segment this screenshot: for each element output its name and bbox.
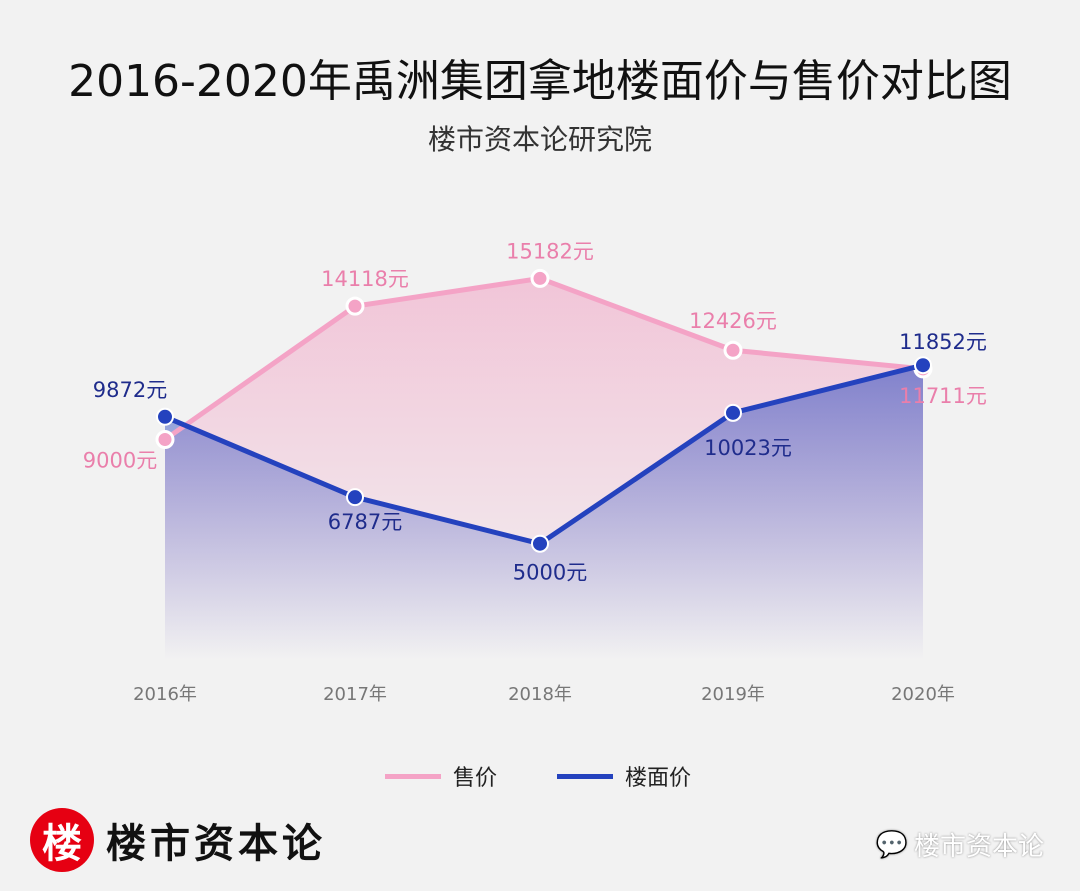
legend-swatch-sale	[385, 773, 441, 779]
point-1-4	[914, 356, 932, 375]
data-label-0-2: 15182元	[506, 239, 594, 263]
legend-item-sale[interactable]: 售价	[385, 760, 497, 792]
x-tick-label-1: 2017年	[323, 684, 387, 705]
data-label-0-1: 14118元	[321, 267, 409, 291]
point-0-3	[723, 340, 743, 360]
data-label-1-0: 9872元	[93, 378, 167, 402]
watermark: 💬 楼市资本论	[876, 826, 1044, 863]
data-label-0-0: 9000元	[83, 449, 157, 473]
area-1	[165, 365, 923, 660]
logo-text: 楼市资本论	[106, 820, 326, 867]
point-0-0	[155, 430, 175, 449]
data-label-0-4: 11711元	[899, 384, 987, 408]
x-tick-label-4: 2020年	[891, 684, 955, 705]
watermark-text: 楼市资本论	[913, 832, 1044, 862]
point-1-1	[346, 488, 364, 507]
x-tick-label-0: 2016年	[133, 684, 197, 705]
legend-swatch-land	[557, 773, 614, 779]
data-label-1-3: 10023元	[704, 436, 792, 460]
legend-item-land[interactable]: 楼面价	[557, 760, 691, 792]
point-0-1	[345, 296, 365, 316]
point-1-3	[724, 403, 742, 422]
wechat-icon: 💬	[875, 829, 908, 860]
data-label-1-2: 5000元	[513, 561, 587, 585]
data-label-1-4: 11852元	[899, 330, 987, 354]
brand-logo: 楼 楼市资本论	[30, 808, 326, 872]
legend-label-sale: 售价	[453, 766, 498, 791]
data-label-0-3: 12426元	[689, 309, 777, 333]
x-tick-label-2: 2018年	[508, 684, 572, 705]
chart-title: 2016-2020年禹洲集团拿地楼面价与售价对比图	[68, 56, 1012, 107]
logo-badge: 楼	[30, 808, 94, 872]
point-1-2	[531, 534, 549, 553]
point-0-2	[530, 268, 550, 288]
data-label-1-1: 6787元	[328, 510, 402, 534]
chart-subtitle: 楼市资本论研究院	[427, 123, 652, 156]
legend-label-land: 楼面价	[625, 766, 692, 791]
x-tick-label-3: 2019年	[701, 684, 765, 705]
legend: 售价 楼面价	[385, 760, 751, 792]
point-1-0	[156, 407, 174, 426]
